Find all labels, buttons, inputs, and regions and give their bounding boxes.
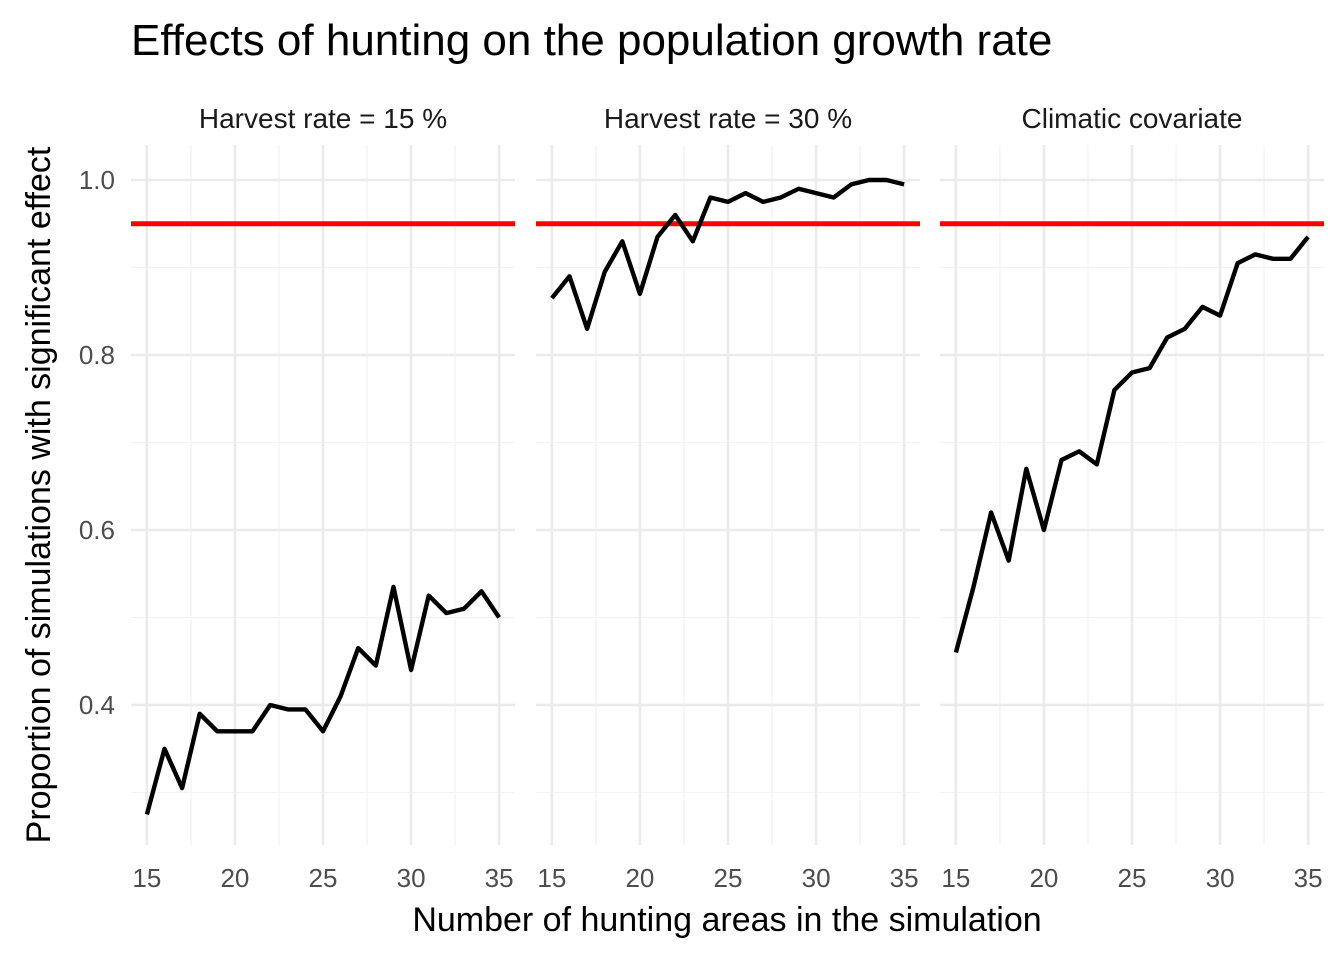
x-tick-label: 25 bbox=[309, 863, 338, 893]
x-tick-label: 35 bbox=[485, 863, 514, 893]
x-tick-label: 20 bbox=[1029, 863, 1058, 893]
x-tick-label: 35 bbox=[1294, 863, 1323, 893]
series-line bbox=[144, 584, 501, 815]
y-tick-label: 0.4 bbox=[79, 690, 115, 720]
y-tick-label: 1.0 bbox=[79, 165, 115, 195]
series-line bbox=[550, 177, 905, 331]
facet-strip-label: Climatic covariate bbox=[1022, 103, 1243, 134]
facet-strip-label: Harvest rate = 30 % bbox=[604, 103, 852, 134]
x-tick-label: 25 bbox=[1118, 863, 1147, 893]
x-tick-label: 25 bbox=[714, 863, 743, 893]
y-tick-label: 0.6 bbox=[79, 515, 115, 545]
facet-panel: Harvest rate = 15 % 15 20 25 30 35 bbox=[131, 103, 515, 893]
x-tick-label: 30 bbox=[1206, 863, 1235, 893]
x-tick-label: 35 bbox=[890, 863, 919, 893]
facet-panel: Climatic covariate 15 20 25 30 35 bbox=[940, 103, 1324, 893]
y-tick-label: 0.8 bbox=[79, 340, 115, 370]
x-tick-label: 15 bbox=[537, 863, 566, 893]
y-axis-title: Proportion of simulations with significa… bbox=[20, 146, 58, 843]
x-tick-label: 15 bbox=[132, 863, 161, 893]
x-tick-label: 20 bbox=[220, 863, 249, 893]
x-tick-label: 30 bbox=[397, 863, 426, 893]
y-tick-labels: 0.4 0.6 0.8 1.0 bbox=[79, 165, 115, 720]
x-tick-label: 20 bbox=[625, 863, 654, 893]
x-tick-label: 15 bbox=[941, 863, 970, 893]
facet-panel: Harvest rate = 30 % 15 20 25 30 35 bbox=[536, 103, 920, 893]
x-tick-label: 30 bbox=[802, 863, 831, 893]
chart-title: Effects of hunting on the population gro… bbox=[131, 16, 1052, 65]
series-line bbox=[953, 235, 1310, 654]
x-axis-title: Number of hunting areas in the simulatio… bbox=[412, 901, 1041, 939]
facet-strip-label: Harvest rate = 15 % bbox=[199, 103, 447, 134]
